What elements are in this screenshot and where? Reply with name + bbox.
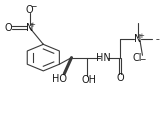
Text: −: − <box>30 2 36 11</box>
Text: N: N <box>26 23 33 33</box>
Text: Cl: Cl <box>133 53 142 63</box>
Text: −: − <box>139 55 146 64</box>
Text: N: N <box>134 34 141 44</box>
Text: O: O <box>26 5 33 15</box>
Text: O: O <box>116 73 124 83</box>
Text: HN: HN <box>96 53 111 63</box>
Text: –: – <box>155 35 159 44</box>
Text: +: + <box>30 22 35 28</box>
Text: O: O <box>5 23 12 33</box>
Text: OH: OH <box>82 74 97 84</box>
Text: +: + <box>138 33 144 39</box>
Text: HO: HO <box>52 74 67 84</box>
